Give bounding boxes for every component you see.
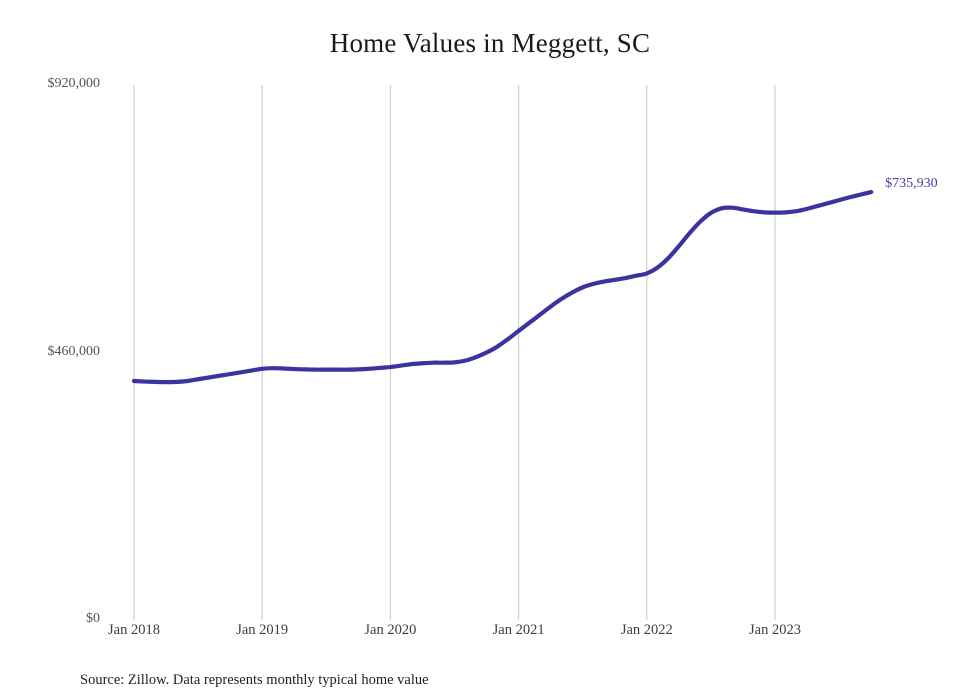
end-value-label: $735,930 — [885, 176, 938, 192]
y-tick-label-0: $0 — [86, 611, 100, 626]
x-tick-label-2020-01: Jan 2020 — [364, 622, 417, 638]
y-tick-label-920000: $920,000 — [47, 76, 101, 91]
x-tick-label-2019-01: Jan 2019 — [236, 622, 289, 638]
x-tick-label-2018-01: Jan 2018 — [108, 622, 160, 638]
source-note: Source: Zillow. Data represents monthly … — [80, 672, 429, 688]
value-line-series — [131, 189, 874, 385]
y-tick-label-460000: $460,000 — [47, 343, 101, 359]
x-tick-label-2021-01: Jan 2021 — [492, 622, 545, 638]
x-tick-label-2023-01: Jan 2023 — [749, 622, 801, 638]
x-tick-label-2022-01: Jan 2022 — [620, 622, 673, 638]
chart-title: Home Values in Meggett, SC — [329, 28, 651, 58]
vertical-gridlines — [133, 85, 776, 620]
series-line — [131, 189, 874, 385]
